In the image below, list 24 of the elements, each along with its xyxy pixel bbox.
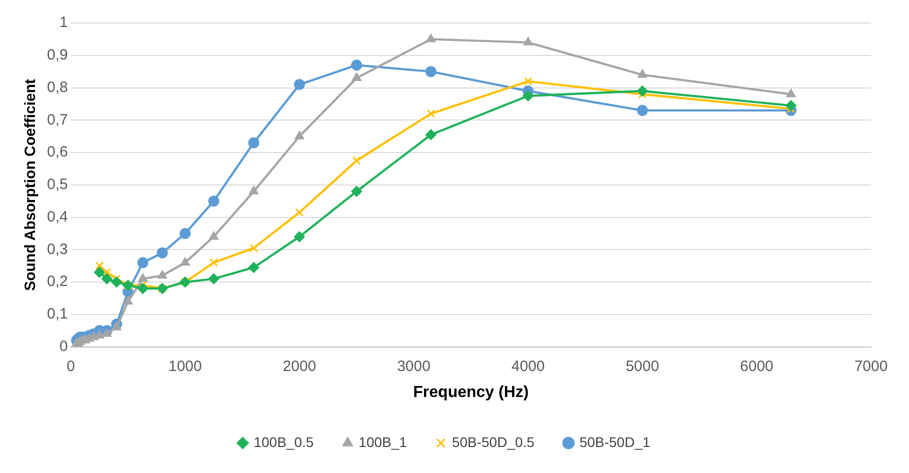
x-tick-label: 2000 bbox=[282, 358, 316, 375]
x-tick-label: 1000 bbox=[168, 358, 202, 375]
y-axis-title: Sound Absorption Coefficient bbox=[22, 78, 40, 291]
y-tick-label: 0,1 bbox=[46, 306, 68, 323]
x-tick-label: 6000 bbox=[740, 358, 774, 375]
legend-label: 100B_0.5 bbox=[254, 434, 314, 450]
x-tick-label: 5000 bbox=[626, 358, 660, 375]
y-tick-label: 0,3 bbox=[46, 240, 68, 258]
y-tick-label: 0,7 bbox=[46, 111, 68, 128]
y-tick-label: 0,9 bbox=[46, 46, 68, 64]
legend-label: 50B-50D_0.5 bbox=[452, 434, 535, 450]
x-tick-label: 4000 bbox=[511, 358, 545, 375]
y-tick-label: 1 bbox=[60, 14, 68, 32]
y-tick-label: 0,8 bbox=[46, 78, 68, 96]
legend-label: 50B-50D_1 bbox=[579, 434, 650, 450]
x-tick-label: 3000 bbox=[397, 358, 430, 375]
y-tick-label: 0,4 bbox=[46, 208, 68, 226]
y-tick-label: 0,2 bbox=[46, 273, 68, 290]
y-tick-label: 0,5 bbox=[46, 176, 68, 194]
y-tick-label: 0 bbox=[60, 338, 68, 355]
legend-label: 100B_1 bbox=[358, 434, 408, 450]
x-tick-label: 7000 bbox=[854, 358, 888, 375]
x-axis-title: Frequency (Hz) bbox=[413, 384, 529, 401]
y-tick-label: 0,6 bbox=[46, 144, 68, 161]
